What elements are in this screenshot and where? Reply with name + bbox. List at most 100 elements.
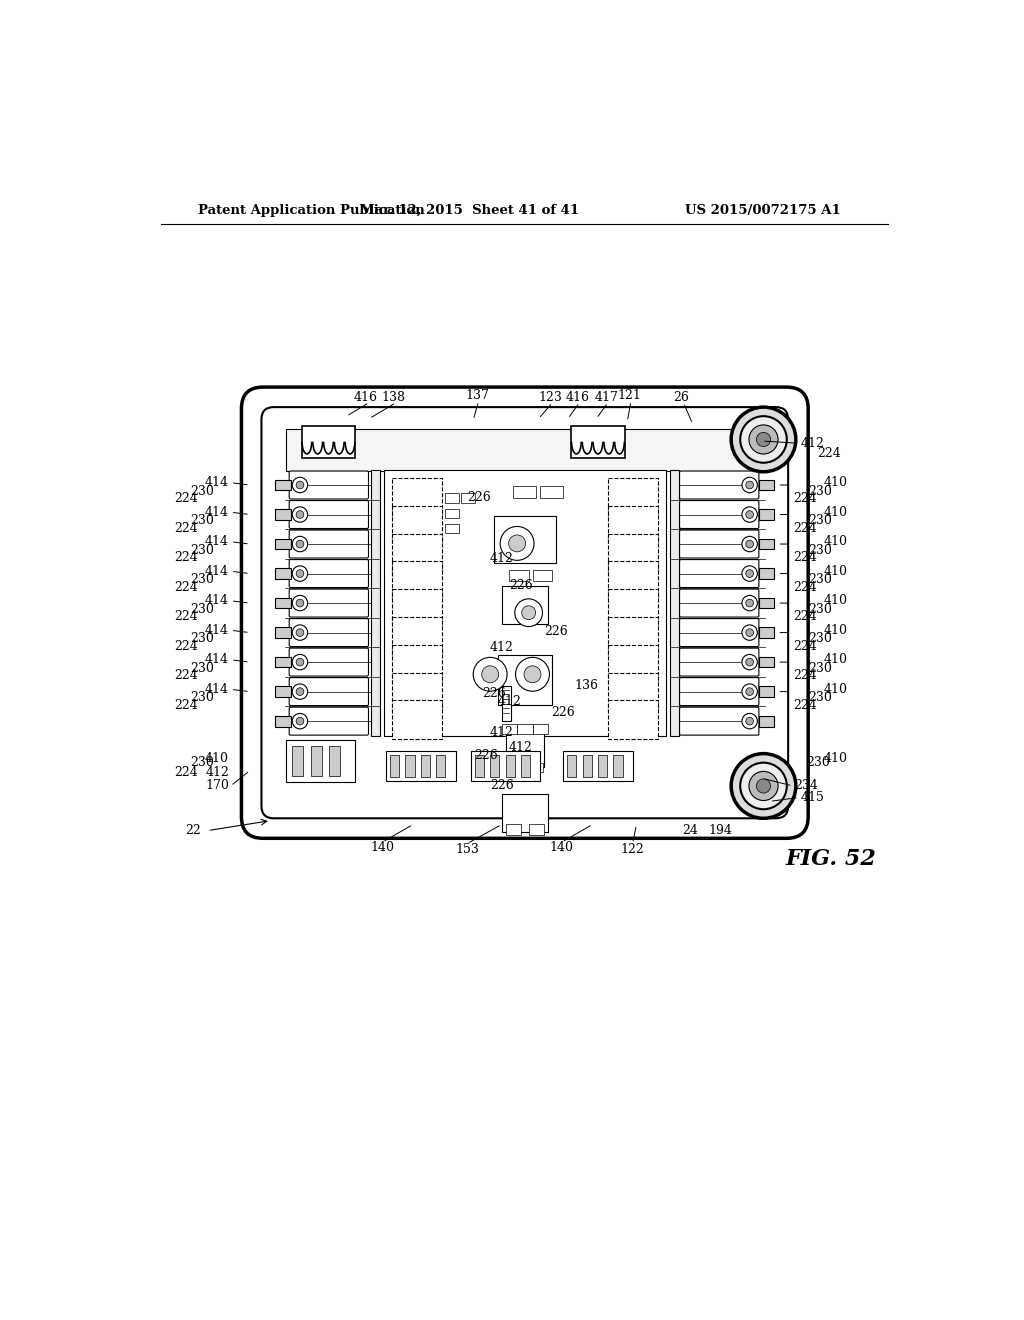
Text: 224: 224 — [174, 640, 199, 653]
Text: 410: 410 — [823, 535, 848, 548]
Text: 416: 416 — [353, 391, 378, 404]
Circle shape — [292, 536, 307, 552]
Circle shape — [740, 763, 786, 809]
Bar — [608, 701, 658, 739]
Text: 224: 224 — [793, 610, 816, 623]
FancyBboxPatch shape — [680, 589, 759, 616]
Bar — [759, 686, 774, 697]
Text: 138: 138 — [382, 391, 406, 404]
Text: 230: 230 — [189, 756, 214, 770]
Circle shape — [742, 478, 758, 492]
Bar — [541, 486, 563, 498]
Bar — [506, 755, 515, 776]
Text: 230: 230 — [808, 544, 833, 557]
Bar — [391, 561, 441, 598]
Bar — [583, 755, 592, 776]
Circle shape — [292, 507, 307, 523]
Text: 226: 226 — [489, 779, 514, 792]
Text: 416: 416 — [565, 391, 589, 404]
Text: 140: 140 — [550, 841, 573, 854]
Bar — [275, 510, 291, 520]
Bar — [608, 478, 658, 516]
Bar — [275, 479, 291, 491]
Circle shape — [296, 511, 304, 519]
Text: 414: 414 — [205, 477, 229, 490]
Text: 224: 224 — [174, 552, 199, 565]
Circle shape — [745, 717, 754, 725]
Bar — [286, 429, 764, 471]
Bar — [390, 755, 399, 776]
Bar — [532, 725, 548, 734]
Text: 224: 224 — [174, 766, 199, 779]
FancyBboxPatch shape — [680, 619, 759, 647]
FancyBboxPatch shape — [242, 387, 808, 838]
Circle shape — [473, 657, 507, 692]
Text: 230: 230 — [808, 632, 833, 645]
Circle shape — [509, 535, 525, 552]
Circle shape — [292, 478, 307, 492]
Circle shape — [292, 624, 307, 640]
Circle shape — [742, 566, 758, 581]
Text: 170: 170 — [205, 779, 229, 792]
Bar — [670, 470, 679, 737]
Circle shape — [742, 624, 758, 640]
Text: 414: 414 — [205, 624, 229, 636]
Bar — [502, 586, 548, 624]
Text: 224: 224 — [793, 552, 816, 565]
Text: 412: 412 — [205, 766, 229, 779]
Text: 226: 226 — [482, 686, 506, 700]
Bar — [608, 589, 658, 628]
Bar — [275, 598, 291, 609]
Text: 226: 226 — [474, 748, 498, 762]
Text: 234: 234 — [795, 779, 818, 792]
Bar — [759, 510, 774, 520]
Circle shape — [731, 754, 796, 818]
Text: 414: 414 — [205, 653, 229, 667]
Text: 123: 123 — [539, 391, 562, 404]
Text: 230: 230 — [808, 573, 833, 586]
Circle shape — [296, 540, 304, 548]
Bar — [509, 763, 523, 772]
Text: 230: 230 — [189, 515, 214, 527]
Bar — [275, 627, 291, 638]
Text: 230: 230 — [189, 573, 214, 586]
FancyBboxPatch shape — [289, 560, 369, 587]
FancyBboxPatch shape — [289, 500, 369, 528]
Bar — [384, 470, 666, 737]
Circle shape — [292, 566, 307, 581]
Bar — [608, 673, 658, 711]
Text: 410: 410 — [823, 477, 848, 490]
Bar — [371, 470, 380, 737]
Text: 24: 24 — [682, 824, 697, 837]
FancyBboxPatch shape — [289, 677, 369, 706]
Bar — [502, 686, 511, 721]
Text: 230: 230 — [189, 484, 214, 498]
Text: 410: 410 — [823, 565, 848, 578]
Text: 153: 153 — [455, 843, 479, 857]
Text: US 2015/0072175 A1: US 2015/0072175 A1 — [685, 205, 841, 218]
Text: 224: 224 — [793, 640, 816, 653]
Text: 226: 226 — [544, 626, 567, 639]
Bar — [528, 825, 544, 836]
Text: 224: 224 — [793, 492, 816, 506]
Circle shape — [296, 482, 304, 488]
Bar — [391, 506, 441, 543]
FancyBboxPatch shape — [289, 648, 369, 676]
Circle shape — [745, 482, 754, 488]
Text: 410: 410 — [823, 594, 848, 607]
Text: 224: 224 — [817, 446, 841, 459]
Bar — [759, 657, 774, 668]
Bar — [471, 751, 541, 780]
Bar — [275, 686, 291, 697]
Text: 230: 230 — [808, 515, 833, 527]
Bar — [528, 763, 543, 772]
Bar — [436, 755, 445, 776]
Circle shape — [296, 688, 304, 696]
Bar — [494, 516, 556, 562]
Bar — [509, 570, 528, 581]
Bar — [490, 755, 500, 776]
Text: 230: 230 — [189, 603, 214, 615]
Text: 230: 230 — [808, 484, 833, 498]
Bar — [286, 739, 355, 781]
Circle shape — [745, 688, 754, 696]
